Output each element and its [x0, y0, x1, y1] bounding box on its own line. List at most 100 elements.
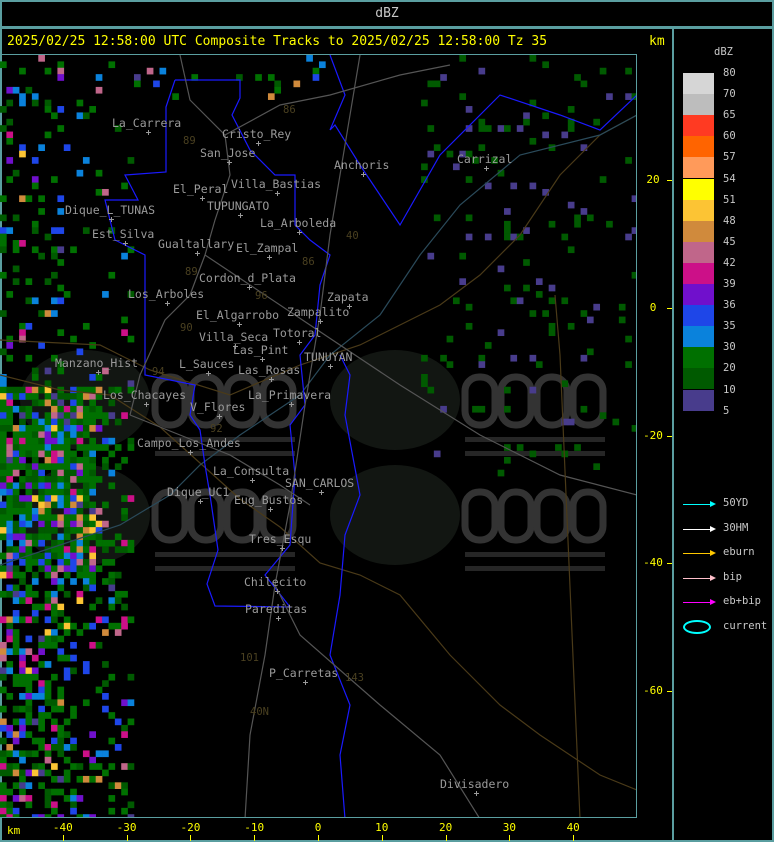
- echo-cell: [19, 99, 26, 107]
- echo-cell: [427, 150, 435, 158]
- echo-cell: [548, 322, 556, 330]
- echo-cell: [108, 412, 116, 419]
- echo-cell: [51, 399, 58, 407]
- echo-cell: [63, 654, 71, 662]
- echo-cell: [70, 807, 77, 815]
- echo-cell: [19, 693, 26, 700]
- echo-cell: [89, 374, 96, 381]
- echo-cell: [38, 533, 45, 541]
- echo-cell: [89, 469, 96, 477]
- place-label: Campo_Los_Andes: [137, 436, 241, 450]
- echo-cell: [95, 616, 103, 624]
- echo-cell: [146, 67, 154, 75]
- echo-cell: [19, 144, 26, 151]
- place-label: Zapata: [327, 290, 369, 304]
- echo-cell: [63, 450, 71, 458]
- track-label: eburn: [723, 546, 755, 558]
- track-arrow-icon: [683, 504, 713, 505]
- echo-cell: [63, 444, 71, 451]
- echo-cell: [63, 590, 71, 598]
- echo-cell: [0, 641, 7, 649]
- echo-cell: [31, 469, 39, 477]
- echo-cell: [82, 565, 90, 573]
- echo-cell: [44, 641, 52, 649]
- echo-cell: [63, 744, 71, 751]
- echo-cell: [57, 405, 65, 413]
- x-tick-mark: [573, 835, 575, 841]
- echo-cell: [504, 456, 511, 464]
- echo-cell: [31, 93, 39, 100]
- track-arrow-icon: [683, 553, 713, 554]
- echo-cell: [6, 412, 14, 419]
- echo-cell: [159, 67, 167, 75]
- echo-cell: [82, 431, 90, 439]
- echo-cell: [51, 437, 58, 445]
- echo-cell: [484, 342, 492, 349]
- place-marker-icon: [217, 414, 222, 419]
- echo-cell: [631, 195, 636, 203]
- echo-cell: [31, 418, 39, 426]
- echo-cell: [70, 763, 77, 770]
- legend-swatch: [683, 347, 714, 369]
- echo-cell: [0, 795, 7, 802]
- echo-cell: [25, 412, 33, 419]
- echo-cell: [89, 106, 96, 113]
- echo-cell: [108, 597, 116, 604]
- echo-cell: [63, 405, 71, 413]
- echo-cell: [121, 699, 128, 707]
- echo-cell: [38, 482, 45, 490]
- radar-map[interactable]: La_Carrera Cristo_Rey San_Jose El_Peral Vill…: [0, 54, 637, 818]
- echo-cell: [0, 763, 7, 770]
- echo-cell: [38, 718, 45, 726]
- echo-cell: [6, 335, 14, 343]
- place-marker-icon: [96, 370, 101, 375]
- echo-cell: [95, 405, 103, 413]
- x-unit-label: km: [7, 824, 21, 837]
- echo-cell: [44, 67, 52, 75]
- echo-cell: [38, 635, 45, 643]
- echo-cell: [44, 533, 52, 541]
- echo-cell: [0, 807, 7, 815]
- legend-value: 65: [723, 109, 736, 122]
- echo-cell: [19, 482, 26, 490]
- echo-cell: [44, 527, 52, 534]
- y-tick-mark: [667, 690, 672, 692]
- echo-cell: [25, 86, 33, 94]
- echo-cell: [0, 616, 7, 624]
- echo-cell: [0, 271, 7, 279]
- echo-cell: [38, 386, 45, 394]
- echo-cell: [51, 788, 58, 796]
- route-number: 101: [240, 652, 259, 664]
- echo-cell: [6, 393, 14, 400]
- echo-cell: [70, 705, 77, 713]
- echo-cell: [95, 533, 103, 541]
- place-marker-icon: [347, 304, 352, 309]
- echo-cell: [19, 775, 26, 783]
- echo-cell: [586, 348, 594, 356]
- echo-cell: [6, 291, 14, 298]
- echo-cell: [38, 603, 45, 611]
- echo-cell: [12, 769, 20, 777]
- echo-cell: [76, 412, 84, 419]
- echo-cell: [63, 425, 71, 432]
- echo-cell: [25, 584, 33, 592]
- echo-cell: [57, 635, 65, 643]
- echo-cell: [76, 546, 84, 553]
- logo-letter-shape: [533, 373, 571, 429]
- echo-cell: [89, 456, 96, 464]
- echo-cell: [529, 99, 537, 107]
- echo-cell: [472, 405, 479, 413]
- x-tick-mark: [445, 835, 447, 841]
- echo-cell: [102, 188, 109, 196]
- echo-cell: [6, 425, 14, 432]
- echo-cell: [57, 482, 65, 490]
- echo-cell: [0, 686, 7, 694]
- echo-cell: [38, 552, 45, 560]
- echo-cell: [44, 680, 52, 687]
- echo-cell: [0, 380, 7, 388]
- echo-cell: [108, 673, 116, 681]
- arrow-head-icon: [710, 574, 716, 581]
- echo-cell: [25, 463, 33, 470]
- echo-cell: [38, 712, 45, 719]
- echo-cell: [523, 227, 530, 234]
